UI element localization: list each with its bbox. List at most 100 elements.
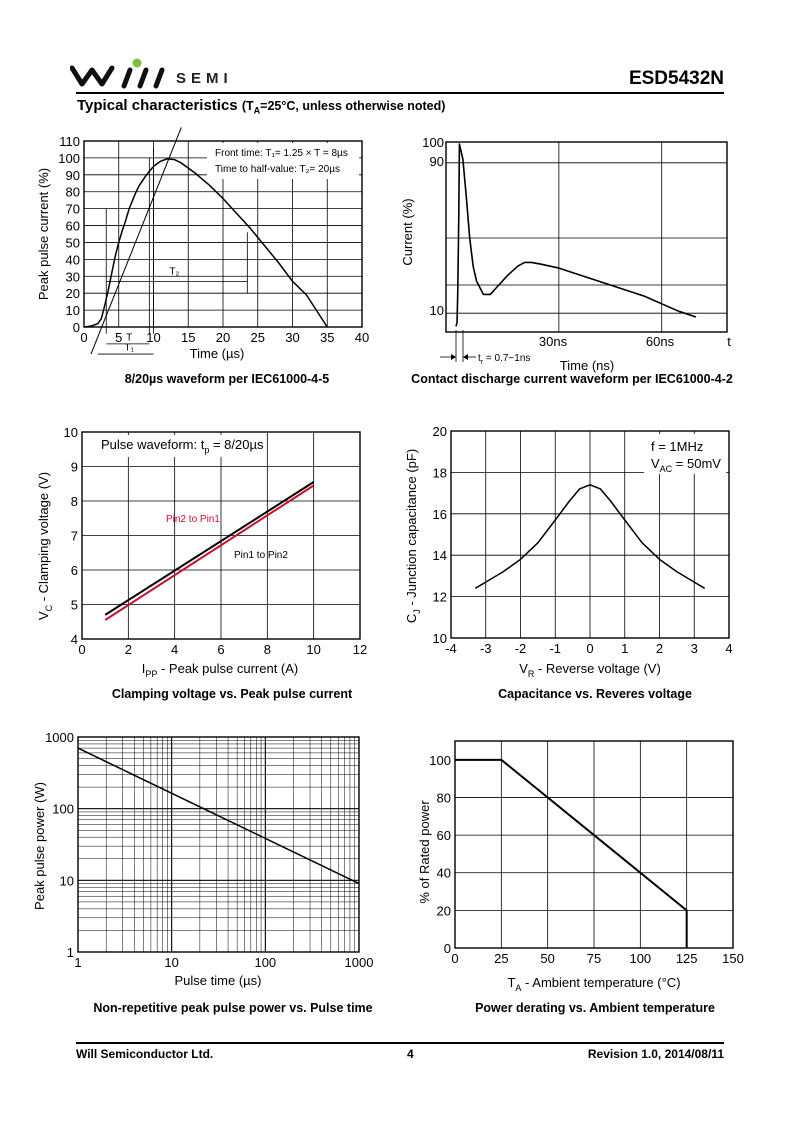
c1-series-line — [83, 158, 328, 328]
c3-note: Pulse waveform: tp = 8/20µs — [101, 437, 264, 455]
c5-ytick-label: 100 — [52, 802, 74, 817]
c2-ytick-100: 100 — [422, 135, 444, 150]
footer-page-number: 4 — [407, 1047, 414, 1061]
c1-annotation-front: Front time: T₁= 1.25 × T = 8µs — [215, 148, 348, 159]
footer-revision: Revision 1.0, 2014/08/11 — [587, 1047, 724, 1061]
c4-note-freq: f = 1MHz — [651, 439, 703, 454]
c4-ytick-label: 14 — [433, 548, 447, 563]
c6-series-line — [455, 758, 688, 948]
c3-series-line — [104, 481, 315, 616]
c6-caption: Power derating vs. Ambient temperature — [475, 1001, 715, 1015]
c3-ytick-label: 5 — [71, 598, 78, 613]
c3-xtick-label: 12 — [353, 642, 367, 657]
c6-ytick-label: 100 — [429, 753, 451, 768]
c6-plot-frame — [454, 740, 734, 949]
c1-ytick-label: 60 — [66, 219, 80, 234]
c4-ytick-label: 20 — [433, 424, 447, 439]
c3-tick-labels: 0 2 4 6 8 10 12 4 5 6 7 8 9 10 — [64, 425, 368, 657]
c6-xlabel: TA - Ambient temperature (°C) — [507, 975, 680, 993]
c1-xlabel: Time (µs) — [190, 346, 245, 361]
c6-xtick-label: 100 — [629, 951, 651, 966]
c4-xtick-label: 3 — [691, 641, 698, 656]
c4-xlabel: VR - Reverse voltage (V) — [519, 661, 661, 679]
c6-ytick-label: 0 — [444, 941, 451, 956]
c3-ylabel: VC - Clamping voltage (V) — [36, 472, 54, 620]
section-title: Typical characteristics (TA=25°C, unless… — [77, 97, 445, 116]
c6-ytick-label: 60 — [437, 828, 451, 843]
c5-xlabel: Pulse time (µs) — [175, 973, 262, 988]
section-title-text: Typical characteristics — [77, 97, 238, 114]
c2-xtick-30ns: 30ns — [539, 334, 568, 349]
c4-xtick-label: 2 — [656, 641, 663, 656]
c1-label-t: T — [126, 333, 132, 344]
c1-caption: 8/20µs waveform per IEC61000-4-5 — [125, 372, 330, 386]
c1-xtick-label: 30 — [285, 330, 299, 345]
c6-ytick-label: 20 — [437, 903, 451, 918]
c5-ytick-label: 1000 — [45, 730, 74, 745]
c1-ytick-label: 10 — [66, 303, 80, 318]
c3-ytick-label: 8 — [71, 494, 78, 509]
c1-ytick-label: 50 — [66, 235, 80, 250]
c3-xtick-label: 10 — [306, 642, 320, 657]
c4-ytick-label: 16 — [433, 507, 447, 522]
c5-marks — [77, 747, 360, 885]
c1-annotation-box — [207, 143, 359, 179]
c2-rise-arrowhead-left — [451, 354, 456, 360]
c1-ytick-label: 90 — [66, 168, 80, 183]
c1-label-t1: T₁ — [124, 343, 134, 354]
c1-xtick-label: 5 — [115, 330, 122, 345]
c1-ytick-label: 110 — [59, 134, 80, 149]
c3-xtick-label: 0 — [78, 642, 85, 657]
c1-xtick-label: 20 — [216, 330, 230, 345]
c4-note-vac: VAC = 50mV — [651, 456, 721, 474]
c2-caption: Contact discharge current waveform per I… — [411, 372, 733, 386]
c4-ytick-label: 12 — [433, 590, 447, 605]
chart-clamping-voltage: 0 2 4 6 8 10 12 4 5 6 7 8 9 10 Pulse waveform: tp = 8… — [36, 425, 367, 701]
c4-xtick-label: -3 — [480, 641, 492, 656]
c5-tick-labels: 1 10 100 1000 1 10 100 1000 — [45, 730, 373, 970]
c6-xtick-label: 125 — [676, 951, 698, 966]
c3-marks — [104, 481, 315, 621]
c4-marks — [474, 484, 706, 589]
c3-series-line — [104, 484, 315, 621]
chart-power-derating: 0 25 50 75 100 125 150 0 20 40 60 80 100 % of Rated … — [417, 740, 744, 1015]
chart-8-20-waveform: 0 5 10 15 20 25 30 35 40010203040506070809010011… — [36, 127, 369, 386]
c1-xtick-label: 35 — [320, 330, 334, 345]
c6-xtick-label: 75 — [587, 951, 601, 966]
c4-caption: Capacitance vs. Reveres voltage — [498, 687, 692, 701]
c6-tick-labels: 0 25 50 75 100 125 150 0 20 40 60 80 100 — [429, 753, 744, 966]
c4-series-line — [474, 484, 706, 589]
c5-ytick-label: 1 — [67, 945, 74, 960]
c6-xtick-label: 25 — [494, 951, 508, 966]
c6-marks — [455, 758, 688, 948]
c3-note-box — [96, 435, 266, 457]
c6-ytick-label: 80 — [437, 790, 451, 805]
c1-ytick-label: 40 — [66, 252, 80, 267]
c5-plot-frame — [77, 736, 360, 953]
c2-ytick-90: 90 — [430, 154, 444, 169]
c2-xlabel: Time (ns) — [560, 358, 614, 373]
c4-xtick-label: -1 — [549, 641, 561, 656]
c5-xtick-label: 1000 — [345, 955, 374, 970]
c1-ytick-label: 70 — [66, 202, 80, 217]
c6-ylabel: % of Rated power — [417, 800, 432, 904]
c1-ytick-label: 20 — [66, 286, 80, 301]
c3-ytick-label: 10 — [64, 425, 78, 440]
c1-ytick-label: 100 — [58, 151, 80, 166]
c5-ytick-label: 10 — [60, 873, 74, 888]
c1-marks: TT₁ T₂ — [83, 127, 328, 355]
c1-ytick-label: 80 — [66, 185, 80, 200]
c1-tick-labels: 0 5 10 15 20 25 30 35 40010203040506070809010011… — [58, 134, 369, 345]
c3-xtick-label: 4 — [171, 642, 178, 657]
c2-marks — [455, 143, 697, 327]
c5-ylabel: Peak pulse power (W) — [32, 782, 47, 910]
c6-xtick-label: 150 — [722, 951, 744, 966]
c3-ytick-label: 6 — [71, 563, 78, 578]
c6-xtick-label: 50 — [540, 951, 554, 966]
c1-xtick-label: 25 — [251, 330, 265, 345]
c5-grid — [78, 737, 359, 952]
c4-ytick-label: 18 — [433, 465, 447, 480]
c6-xtick-label: 0 — [451, 951, 458, 966]
